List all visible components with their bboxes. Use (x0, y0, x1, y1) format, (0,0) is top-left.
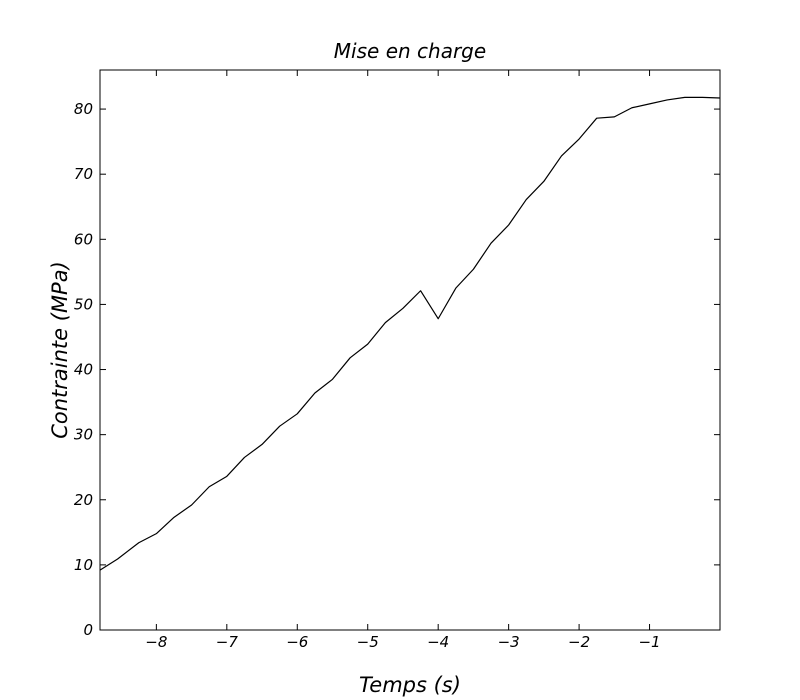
y-tick-label: 40 (74, 361, 93, 379)
x-tick-label: −5 (357, 633, 379, 651)
y-tick-label: 70 (74, 165, 93, 183)
x-tick-label: −1 (638, 633, 660, 651)
y-tick-label: 10 (74, 556, 93, 574)
x-tick-label: −7 (216, 633, 239, 651)
data-points (98, 95, 722, 572)
y-tick-label: 0 (83, 621, 93, 639)
y-tick-label: 80 (74, 100, 93, 118)
y-tick-label: 30 (74, 426, 93, 444)
axis-ticks (100, 70, 720, 631)
x-tick-label: −2 (568, 633, 590, 651)
plot-frame (99, 69, 721, 631)
x-tick-label: −8 (145, 633, 167, 651)
x-axis-label: Temps (s) (359, 673, 461, 697)
tick-labels: −8 −7 −6 −5 −4 −3 −2 −1 0 10 20 30 40 50 60 70 80 (74, 100, 661, 651)
series-line (99, 96, 721, 571)
chart-title: Mise en charge (334, 39, 486, 63)
x-tick-label: −4 (427, 633, 449, 651)
y-tick-label: 50 (74, 295, 93, 313)
x-tick-label: −3 (498, 633, 520, 651)
x-tick-label: −6 (286, 633, 308, 651)
y-tick-label: 20 (74, 491, 93, 509)
y-axis-label: Contrainte (MPa) (48, 261, 72, 439)
y-tick-label: 60 (74, 230, 93, 248)
